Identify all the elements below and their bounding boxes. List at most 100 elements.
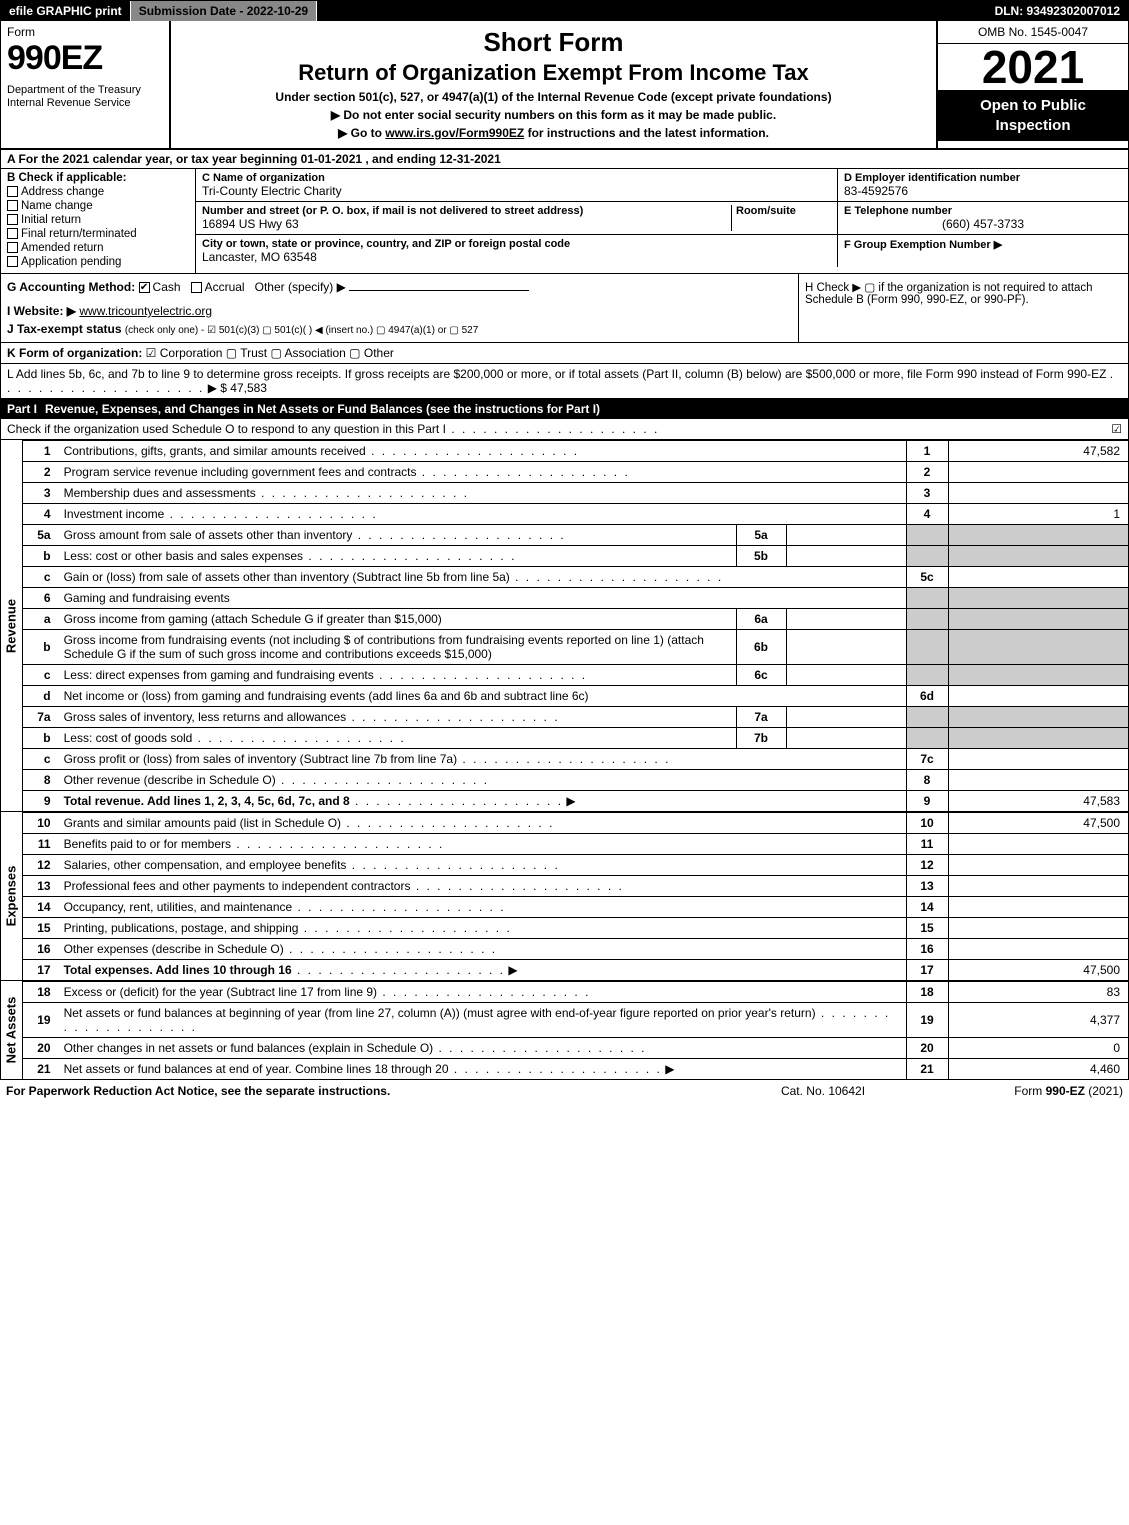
subtitle-section: Under section 501(c), 527, or 4947(a)(1)… xyxy=(179,90,928,104)
c-name-label: C Name of organization xyxy=(202,172,831,184)
top-bar: efile GRAPHIC print Submission Date - 20… xyxy=(1,1,1128,21)
expenses-section: Expenses 10Grants and similar amounts pa… xyxy=(1,812,1128,981)
section-gh: G Accounting Method: Cash Accrual Other … xyxy=(1,274,1128,343)
row-8: 8Other revenue (describe in Schedule O)8 xyxy=(23,770,1128,791)
row-3: 3Membership dues and assessments3 xyxy=(23,483,1128,504)
revenue-table: 1Contributions, gifts, grants, and simil… xyxy=(23,440,1128,811)
note-goto: ▶ Go to www.irs.gov/Form990EZ for instru… xyxy=(179,126,928,140)
form-header: Form 990EZ Department of the Treasury In… xyxy=(1,21,1128,150)
row-16: 16Other expenses (describe in Schedule O… xyxy=(23,939,1128,960)
row-6c: cLess: direct expenses from gaming and f… xyxy=(23,665,1128,686)
footer-cat-no: Cat. No. 10642I xyxy=(723,1084,923,1098)
chk-application-pending[interactable]: Application pending xyxy=(7,256,189,268)
chk-cash[interactable] xyxy=(139,282,150,293)
row-9: 9Total revenue. Add lines 1, 2, 3, 4, 5c… xyxy=(23,791,1128,812)
g-label: G Accounting Method: xyxy=(7,280,135,294)
expenses-table: 10Grants and similar amounts paid (list … xyxy=(23,812,1128,980)
footer-right: Form 990-EZ (2021) xyxy=(923,1084,1123,1098)
efile-print-cell: efile GRAPHIC print xyxy=(1,1,131,21)
row-19: 19Net assets or fund balances at beginni… xyxy=(23,1003,1128,1038)
row-6: 6Gaming and fundraising events xyxy=(23,588,1128,609)
part1-label: Part I xyxy=(7,402,45,416)
d-label: D Employer identification number xyxy=(844,172,1122,184)
column-cdef: C Name of organization Tri-County Electr… xyxy=(196,169,1128,273)
row-6a: aGross income from gaming (attach Schedu… xyxy=(23,609,1128,630)
form-word: Form xyxy=(7,25,163,39)
k-label: K Form of organization: xyxy=(7,346,142,360)
expenses-side-label: Expenses xyxy=(1,812,23,980)
block-e: E Telephone number (660) 457-3733 xyxy=(838,202,1128,234)
submission-date-cell: Submission Date - 2022-10-29 xyxy=(131,1,317,21)
part1-header: Part I Revenue, Expenses, and Changes in… xyxy=(1,399,1128,419)
chk-amended-return[interactable]: Amended return xyxy=(7,242,189,254)
open-to-public: Open to Public Inspection xyxy=(938,90,1128,141)
row-20: 20Other changes in net assets or fund ba… xyxy=(23,1038,1128,1059)
chk-address-change[interactable]: Address change xyxy=(7,186,189,198)
col-b-label: B Check if applicable: xyxy=(7,172,189,184)
row-5a: 5aGross amount from sale of assets other… xyxy=(23,525,1128,546)
block-c-name: C Name of organization Tri-County Electr… xyxy=(196,169,838,201)
f-label: F Group Exemption Number ▶ xyxy=(844,238,1122,251)
row-12: 12Salaries, other compensation, and empl… xyxy=(23,855,1128,876)
c-city-label: City or town, state or province, country… xyxy=(202,238,831,250)
row-10: 10Grants and similar amounts paid (list … xyxy=(23,813,1128,834)
line-k: K Form of organization: ☑ Corporation ▢ … xyxy=(1,343,1128,364)
g-other: Other (specify) ▶ xyxy=(255,280,346,294)
chk-name-change[interactable]: Name change xyxy=(7,200,189,212)
form-number: 990EZ xyxy=(7,39,163,78)
footer-left: For Paperwork Reduction Act Notice, see … xyxy=(6,1084,723,1098)
row-11: 11Benefits paid to or for members11 xyxy=(23,834,1128,855)
org-name: Tri-County Electric Charity xyxy=(202,184,831,198)
part1-title: Revenue, Expenses, and Changes in Net As… xyxy=(45,402,600,416)
street-value: 16894 US Hwy 63 xyxy=(202,217,731,231)
row-14: 14Occupancy, rent, utilities, and mainte… xyxy=(23,897,1128,918)
tax-year: 2021 xyxy=(938,44,1128,90)
row-5c: cGain or (loss) from sale of assets othe… xyxy=(23,567,1128,588)
row-13: 13Professional fees and other payments t… xyxy=(23,876,1128,897)
page-footer: For Paperwork Reduction Act Notice, see … xyxy=(0,1080,1129,1102)
row-7c: cGross profit or (loss) from sales of in… xyxy=(23,749,1128,770)
section-bcdef: B Check if applicable: Address change Na… xyxy=(1,169,1128,274)
row-7b: bLess: cost of goods sold7b xyxy=(23,728,1128,749)
e-label: E Telephone number xyxy=(844,205,1122,217)
line-A: A For the 2021 calendar year, or tax yea… xyxy=(1,150,1128,169)
row-17: 17Total expenses. Add lines 10 through 1… xyxy=(23,960,1128,981)
j-label: J Tax-exempt status xyxy=(7,322,122,336)
i-label: I Website: ▶ xyxy=(7,304,76,318)
j-rest: (check only one) - ☑ 501(c)(3) ▢ 501(c)(… xyxy=(125,325,478,336)
row-18: 18Excess or (deficit) for the year (Subt… xyxy=(23,982,1128,1003)
note-goto-post: for instructions and the latest informat… xyxy=(524,126,769,140)
row-21: 21Net assets or fund balances at end of … xyxy=(23,1059,1128,1080)
irs-link[interactable]: www.irs.gov/Form990EZ xyxy=(385,126,524,140)
dln-cell: DLN: 93492302007012 xyxy=(987,1,1128,21)
chk-initial-return[interactable]: Initial return xyxy=(7,214,189,226)
part1-check-row: Check if the organization used Schedule … xyxy=(1,419,1128,440)
website-link[interactable]: www.tricountyelectric.org xyxy=(79,304,212,318)
block-f: F Group Exemption Number ▶ xyxy=(838,235,1128,267)
department-text: Department of the Treasury Internal Reve… xyxy=(7,84,163,110)
title-return-exempt: Return of Organization Exempt From Incom… xyxy=(179,60,928,86)
form-page: efile GRAPHIC print Submission Date - 20… xyxy=(0,0,1129,1080)
chk-accrual[interactable] xyxy=(191,282,202,293)
city-value: Lancaster, MO 63548 xyxy=(202,250,831,264)
phone-value: (660) 457-3733 xyxy=(844,217,1122,231)
note-goto-pre: ▶ Go to xyxy=(338,126,385,140)
line-l: L Add lines 5b, 6c, and 7b to line 9 to … xyxy=(1,364,1128,399)
note-no-ssn: ▶ Do not enter social security numbers o… xyxy=(179,108,928,122)
room-label: Room/suite xyxy=(736,205,831,217)
row-5b: bLess: cost or other basis and sales exp… xyxy=(23,546,1128,567)
ein-value: 83-4592576 xyxy=(844,184,1122,198)
line-h: H Check ▶ ▢ if the organization is not r… xyxy=(798,274,1128,342)
chk-final-return[interactable]: Final return/terminated xyxy=(7,228,189,240)
g-other-line xyxy=(349,290,529,291)
header-left: Form 990EZ Department of the Treasury In… xyxy=(1,21,171,148)
part1-checkbox[interactable]: ☑ xyxy=(1111,422,1122,436)
row-4: 4Investment income41 xyxy=(23,504,1128,525)
row-6d: dNet income or (loss) from gaming and fu… xyxy=(23,686,1128,707)
topbar-spacer xyxy=(317,1,986,21)
row-1: 1Contributions, gifts, grants, and simil… xyxy=(23,441,1128,462)
block-c-street: Number and street (or P. O. box, if mail… xyxy=(196,202,838,234)
c-street-label: Number and street (or P. O. box, if mail… xyxy=(202,205,731,217)
row-15: 15Printing, publications, postage, and s… xyxy=(23,918,1128,939)
k-rest: ☑ Corporation ▢ Trust ▢ Association ▢ Ot… xyxy=(146,346,394,360)
